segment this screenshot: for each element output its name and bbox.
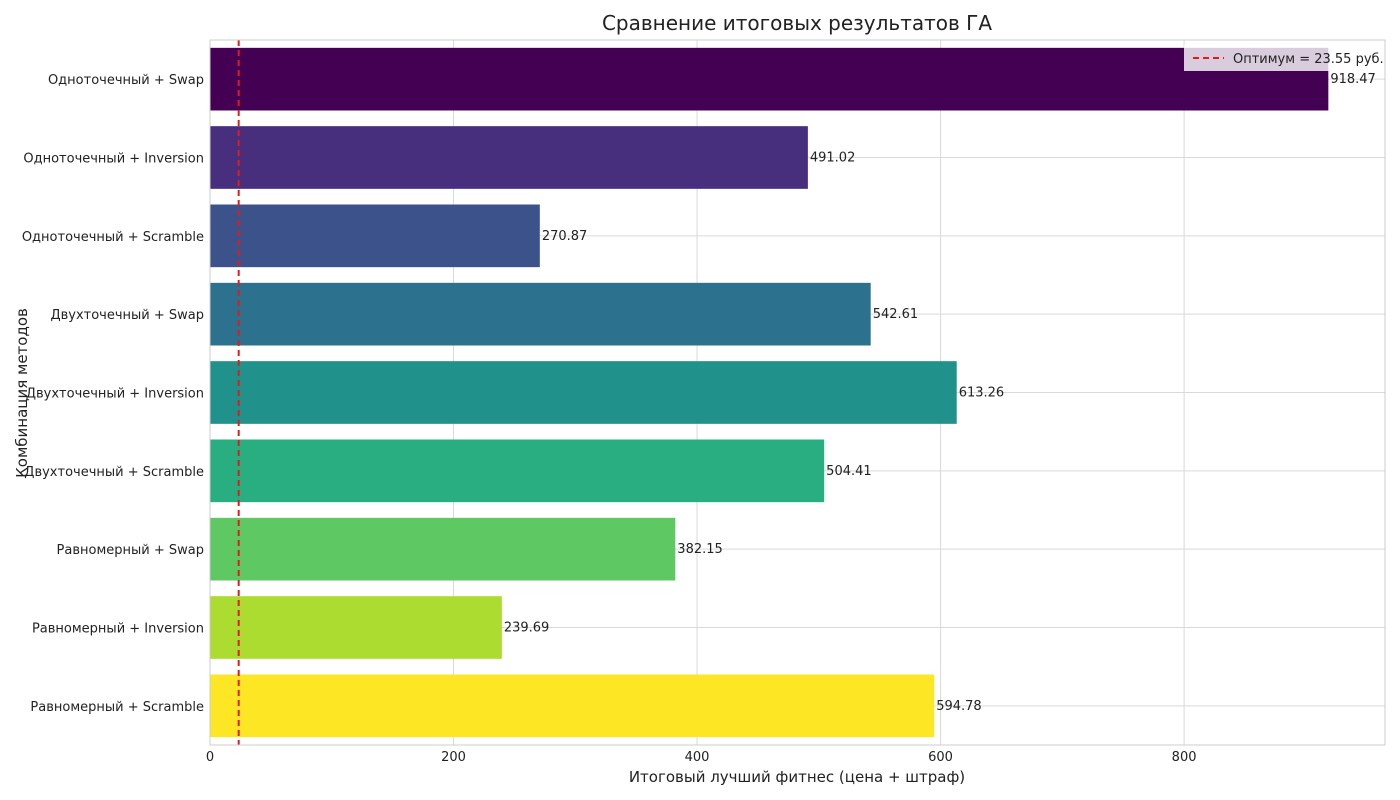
- y-tick-label: Одноточечный + Inversion: [23, 152, 204, 167]
- x-tick-label: 0: [206, 750, 214, 765]
- x-tick-label: 600: [928, 750, 953, 765]
- bar: [210, 47, 1329, 111]
- x-axis-label: Итоговый лучший фитнес (цена + штраф): [629, 768, 965, 786]
- data-labels: 918.47 491.02 270.87 542.61 613.26 504.41 382.…: [504, 72, 1376, 714]
- chart-title: Сравнение итоговых результатов ГА: [602, 11, 992, 35]
- bar: [210, 282, 871, 346]
- plot-frame: [209, 39, 1386, 746]
- y-axis-ticks: Одноточечный + Swap Одноточечный + Invers…: [22, 73, 204, 715]
- bar-value-label: 491.02: [810, 151, 856, 166]
- bar-value-label: 504.41: [826, 464, 872, 479]
- bar-value-label: 239.69: [504, 621, 550, 636]
- y-tick-label: Двухточечный + Scramble: [24, 465, 204, 480]
- x-tick-label: 200: [441, 750, 466, 765]
- x-tick-label: 800: [1172, 750, 1197, 765]
- y-tick-label: Двухточечный + Swap: [50, 308, 204, 323]
- y-tick-label: Двухточечный + Inversion: [26, 387, 204, 402]
- bar: [210, 517, 676, 581]
- bar-value-label: 542.61: [873, 307, 919, 322]
- y-tick-label: Равномерный + Inversion: [32, 622, 204, 637]
- legend: Оптимум = 23.55 руб.: [1184, 45, 1384, 71]
- bar: [210, 674, 935, 738]
- legend-label: Оптимум = 23.55 руб.: [1233, 52, 1384, 67]
- bar: [210, 596, 502, 659]
- y-tick-label: Равномерный + Scramble: [30, 700, 204, 715]
- bar-value-label: 613.26: [959, 386, 1005, 401]
- x-axis-ticks: 0 200 400 600 800: [206, 750, 1197, 765]
- y-tick-label: Равномерный + Swap: [57, 543, 204, 558]
- bars: [210, 47, 1329, 738]
- bar: [210, 204, 540, 268]
- y-axis-label: Комбинация методов: [13, 308, 31, 478]
- x-tick-label: 400: [685, 750, 710, 765]
- y-tick-label: Одноточечный + Swap: [48, 73, 204, 88]
- bar-value-label: 270.87: [542, 229, 588, 244]
- y-tick-label: Одноточечный + Scramble: [22, 230, 204, 245]
- bar: [210, 361, 957, 424]
- bar-value-label: 918.47: [1330, 72, 1376, 87]
- bar-value-label: 382.15: [677, 542, 723, 557]
- bar: [210, 126, 808, 189]
- bar: [210, 439, 825, 503]
- bar-value-label: 594.78: [936, 699, 982, 714]
